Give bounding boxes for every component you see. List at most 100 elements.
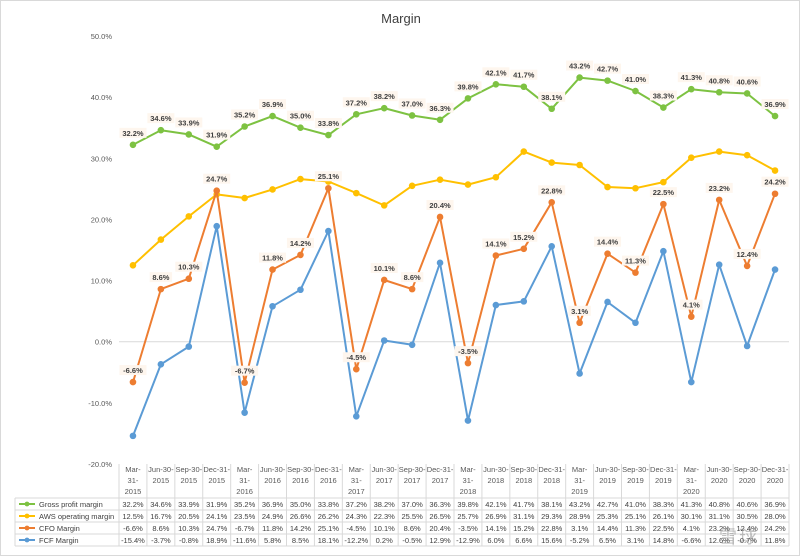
data-label-bg xyxy=(594,63,622,74)
watermark: 雪球 xyxy=(719,527,759,548)
table-cell: 24.1% xyxy=(206,512,228,521)
data-point xyxy=(352,413,360,420)
data-point xyxy=(576,319,583,327)
x-tick-label: Sep-30- xyxy=(399,465,426,474)
data-label: 38.2% xyxy=(374,92,396,101)
table-cell: 25.7% xyxy=(457,512,479,521)
series-line-0 xyxy=(132,76,776,148)
table-cell: 24.9% xyxy=(262,512,284,521)
data-label: 3.1% xyxy=(571,307,588,316)
x-tick-label: 2016 xyxy=(320,476,337,485)
x-tick-label: 2017 xyxy=(404,476,421,485)
table-cell: 24.7% xyxy=(206,524,228,533)
data-label: 11.3% xyxy=(625,257,646,266)
table-cell: 35.2% xyxy=(234,500,256,509)
table-cell: -11.6% xyxy=(233,536,257,545)
table-cell: 26.5% xyxy=(429,512,451,521)
table-cell: 41.7% xyxy=(513,500,535,509)
table-cell: 14.2% xyxy=(290,524,312,533)
table-cell: 4.1% xyxy=(683,524,700,533)
table-cell: 32.2% xyxy=(122,500,144,509)
data-point xyxy=(352,110,360,118)
data-point xyxy=(548,199,556,206)
data-label-bg xyxy=(398,98,426,109)
y-tick-label: 40.0% xyxy=(91,93,113,102)
data-label: 40.6% xyxy=(736,77,758,86)
data-point xyxy=(464,359,472,367)
x-tick-label: 2020 xyxy=(711,476,728,485)
data-point xyxy=(352,189,360,197)
table-cell: 37.2% xyxy=(346,500,368,509)
data-label-bg xyxy=(649,187,677,198)
x-tick-label: 2017 xyxy=(348,487,365,496)
data-label: 33.8% xyxy=(318,119,340,128)
series-line-1 xyxy=(132,150,776,267)
legend-series-name: AWS operating margin xyxy=(39,512,114,521)
data-label: -6.7% xyxy=(235,367,255,376)
data-point xyxy=(157,236,165,243)
table-cell: 33.8% xyxy=(318,500,340,509)
data-point xyxy=(269,112,276,120)
data-point xyxy=(492,173,500,181)
data-label: 32.2% xyxy=(122,129,144,138)
legend-marker xyxy=(24,537,30,543)
table-cell: 28.0% xyxy=(764,512,786,521)
table-cell: 31.9% xyxy=(206,500,228,509)
data-label: 22.8% xyxy=(541,186,563,195)
data-label: 14.2% xyxy=(290,239,312,248)
data-point xyxy=(492,81,500,88)
data-label-bg xyxy=(761,99,789,110)
data-label: -4.5% xyxy=(346,353,366,362)
data-label: 24.7% xyxy=(206,175,228,184)
x-tick-label: Jun-30- xyxy=(148,465,174,474)
legend-series-name: Gross profit margin xyxy=(39,500,103,509)
table-cell: 26.9% xyxy=(485,512,507,521)
data-point xyxy=(464,181,472,188)
table-cell: 6.6% xyxy=(515,536,532,545)
data-point xyxy=(297,175,304,183)
data-label-bg xyxy=(175,117,203,128)
data-point xyxy=(715,196,723,204)
data-point xyxy=(632,87,639,95)
data-point xyxy=(660,200,667,208)
data-label-bg xyxy=(482,238,510,249)
data-point xyxy=(715,148,723,155)
table-cell: -0.8% xyxy=(179,536,199,545)
data-label-bg xyxy=(454,346,482,357)
data-label-bg xyxy=(370,91,398,102)
data-label: 42.7% xyxy=(597,65,619,74)
data-point xyxy=(548,159,556,166)
x-tick-label: Sep-30- xyxy=(622,465,649,474)
table-cell: 40.8% xyxy=(709,500,731,509)
table-cell: 38.1% xyxy=(541,500,563,509)
x-tick-label: Mar- xyxy=(125,465,141,474)
x-tick-label: Jun-30- xyxy=(260,465,286,474)
data-label-bg xyxy=(705,182,733,193)
data-label: 39.8% xyxy=(457,82,479,91)
data-label-bg xyxy=(733,248,761,259)
data-label: 34.6% xyxy=(150,114,172,123)
table-cell: 22.8% xyxy=(541,524,563,533)
table-cell: 29.3% xyxy=(541,512,563,521)
table-cell: 18.9% xyxy=(206,536,228,545)
data-point xyxy=(297,251,304,259)
data-point xyxy=(408,341,416,349)
data-label-bg xyxy=(568,305,591,316)
table-cell: 10.1% xyxy=(374,524,396,533)
table-cell: 22.5% xyxy=(653,524,675,533)
data-label-bg xyxy=(259,252,287,263)
table-cell: 11.8% xyxy=(765,536,786,545)
table-cell: -4.5% xyxy=(346,524,366,533)
table-cell: 3.1% xyxy=(627,536,644,545)
data-point xyxy=(269,186,276,193)
y-tick-label: 10.0% xyxy=(91,277,113,286)
data-point xyxy=(576,161,583,169)
data-label-bg xyxy=(203,173,231,184)
data-label-bg xyxy=(538,91,566,102)
data-point xyxy=(492,252,500,259)
data-point xyxy=(408,182,416,190)
table-cell: 24.3% xyxy=(346,512,368,521)
data-label: 22.5% xyxy=(653,188,675,197)
data-label-bg xyxy=(119,365,147,376)
